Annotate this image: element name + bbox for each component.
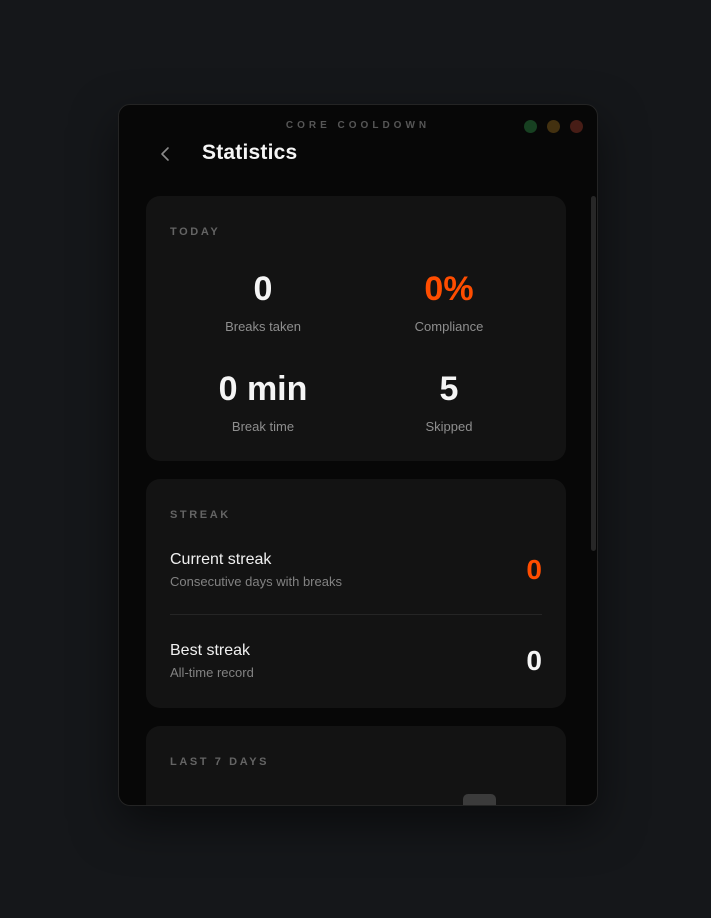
current-streak-row: Current streak Consecutive days with bre… xyxy=(170,550,542,590)
row-subtitle: All-time record xyxy=(170,665,254,680)
back-button[interactable] xyxy=(155,143,177,165)
chevron-left-icon xyxy=(156,144,176,164)
bar-chart-bar xyxy=(463,794,496,805)
stat-breaks-taken: 0 Breaks taken xyxy=(170,267,356,335)
current-streak-value: 0 xyxy=(526,554,542,585)
row-title: Current streak xyxy=(170,551,272,568)
today-card: TODAY 0 Breaks taken 0% Compliance 0 min… xyxy=(146,196,566,461)
stat-compliance: 0% Compliance xyxy=(356,267,542,335)
stat-label: Breaks taken xyxy=(225,319,301,334)
last7days-heading: LAST 7 DAYS xyxy=(170,756,270,768)
last7days-card: LAST 7 DAYS xyxy=(146,726,566,805)
best-streak-value: 0 xyxy=(526,645,542,676)
app-title: CORE COOLDOWN xyxy=(285,120,431,131)
row-title: Best streak xyxy=(170,642,251,659)
best-streak-row: Best streak All-time record 0 xyxy=(170,641,542,681)
scrollbar-thumb[interactable] xyxy=(591,196,596,551)
traffic-light-green-icon[interactable] xyxy=(524,120,537,133)
content-scroll-area[interactable]: TODAY 0 Breaks taken 0% Compliance 0 min… xyxy=(146,196,566,805)
stat-value: 5 xyxy=(439,370,459,408)
traffic-light-yellow-icon[interactable] xyxy=(547,120,560,133)
divider xyxy=(170,614,542,615)
stat-break-time: 0 min Break time xyxy=(170,367,356,435)
streak-card: STREAK Current streak Consecutive days w… xyxy=(146,479,566,708)
traffic-light-red-icon[interactable] xyxy=(570,120,583,133)
best-streak-text: Best streak All-time record xyxy=(170,641,254,681)
stat-value: 0% xyxy=(424,270,474,308)
today-stat-grid: 0 Breaks taken 0% Compliance 0 min Break… xyxy=(170,267,542,435)
streak-heading: STREAK xyxy=(170,509,231,521)
stat-value: 0 xyxy=(253,270,273,308)
stat-label: Break time xyxy=(231,419,295,434)
current-streak-text: Current streak Consecutive days with bre… xyxy=(170,550,342,590)
stat-label: Skipped xyxy=(425,419,473,434)
row-subtitle: Consecutive days with breaks xyxy=(170,574,342,589)
stat-value: 0 min xyxy=(218,370,308,408)
app-window: CORE COOLDOWN Statistics TODAY 0 Breaks … xyxy=(118,104,598,806)
stat-label: Compliance xyxy=(414,319,484,334)
today-heading: TODAY xyxy=(170,226,221,238)
stat-skipped: 5 Skipped xyxy=(356,367,542,435)
page-title: Statistics xyxy=(202,141,298,164)
traffic-lights xyxy=(524,120,583,133)
